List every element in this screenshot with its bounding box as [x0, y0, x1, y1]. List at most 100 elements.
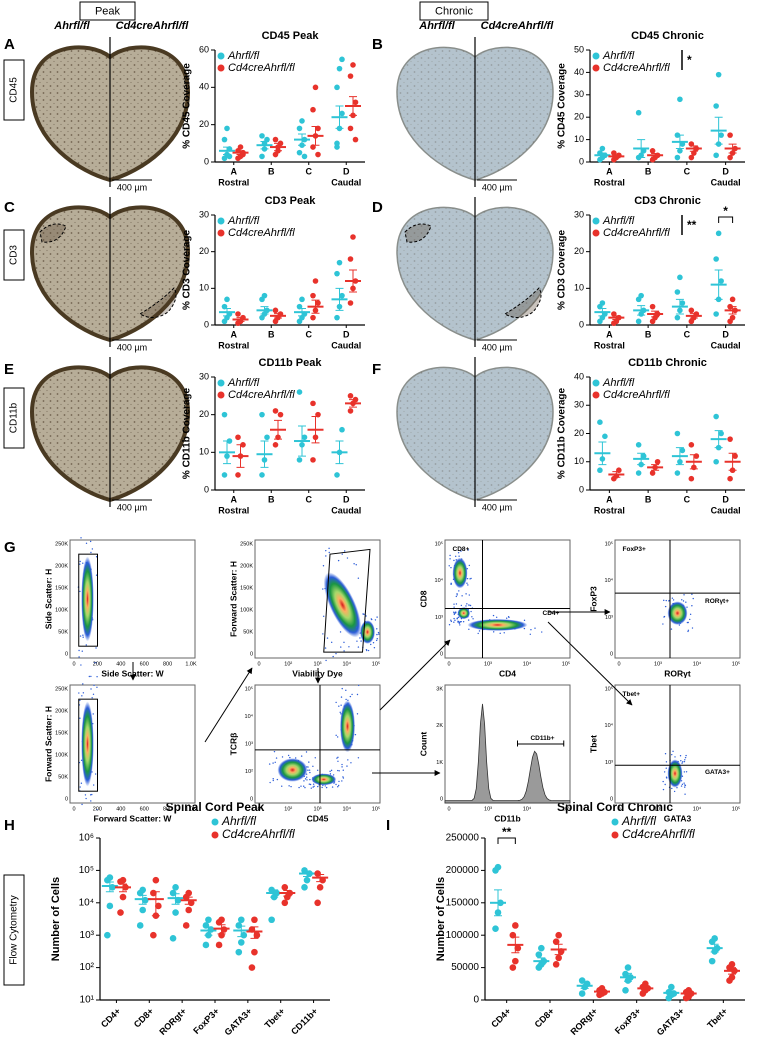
event-dot: [309, 778, 311, 781]
event-density: [667, 759, 683, 788]
event-dot: [456, 594, 458, 596]
flow-tick-label: 10³: [435, 615, 443, 621]
flow-tick-label: 600: [140, 806, 149, 812]
flow-tick-label: 1.0K: [185, 806, 197, 812]
scale-bar-label: 400 µm: [482, 502, 512, 512]
event-dot: [448, 624, 451, 626]
event-dot: [375, 639, 378, 642]
y-tick-label: 0: [204, 484, 209, 494]
event-dot: [314, 757, 316, 759]
x-tick-label: D: [343, 494, 350, 504]
event-dot: [81, 650, 83, 652]
data-point: [237, 144, 244, 150]
x-tick-label: GATA3+: [223, 1006, 254, 1037]
y-tick-label: 30: [574, 209, 584, 219]
data-point: [622, 970, 629, 978]
event-density: [467, 619, 528, 631]
data-point: [674, 430, 681, 437]
data-point: [718, 430, 724, 437]
event-dot: [90, 675, 92, 678]
event-dot: [337, 784, 340, 787]
y-tick-label: 10: [199, 447, 209, 457]
data-point: [259, 411, 265, 418]
event-dot: [335, 783, 337, 786]
flow-tick-label: 2K: [436, 723, 443, 729]
event-dot: [686, 606, 688, 608]
data-point: [215, 941, 223, 949]
event-dot: [312, 783, 315, 785]
event-dot: [692, 597, 694, 600]
data-point: [272, 307, 279, 314]
event-dot: [478, 630, 481, 632]
flow-tick-label: 800: [163, 661, 172, 667]
significance-label: **: [502, 825, 512, 839]
y-tick-label: 0: [204, 319, 209, 329]
event-dot: [671, 753, 673, 756]
legend-label: Cd4creAhrfl/fl: [222, 827, 295, 841]
event-dot: [684, 784, 687, 787]
data-point: [336, 65, 343, 72]
event-dot: [465, 593, 467, 595]
data-point: [718, 278, 724, 284]
y-tick-label: 10: [199, 283, 209, 293]
row-label-box: [3, 874, 25, 986]
event-dot: [343, 641, 345, 644]
event-dot: [80, 537, 82, 539]
event-dot: [79, 635, 82, 637]
event-dot: [91, 548, 94, 550]
flow-tick-label: 10²: [245, 769, 253, 775]
flow-tick-label: 10⁴: [343, 660, 352, 667]
event-dot: [339, 711, 341, 714]
event-density: [452, 557, 468, 589]
y-axis-label: Number of Cells: [50, 877, 62, 961]
data-point: [578, 977, 586, 984]
flow-tick-label: 200K: [240, 563, 253, 569]
flow-tick-label: 10⁵: [732, 805, 740, 812]
flow-tick-label: 0: [447, 806, 450, 812]
significance-bracket: [718, 216, 734, 223]
chart-title: Spinal Cord Peak: [166, 800, 265, 814]
event-dot: [93, 684, 95, 687]
event-dot: [276, 778, 279, 781]
flow-tick-label: 3K: [436, 686, 443, 692]
data-point: [649, 148, 656, 154]
event-dot: [691, 593, 693, 596]
event-dot: [335, 652, 337, 655]
event-dot: [326, 637, 329, 639]
x-tick-label: C: [306, 166, 313, 176]
genotype-label: Cd4creAhrfl/fl: [481, 20, 555, 32]
event-dot: [355, 627, 358, 629]
event-dot: [450, 582, 452, 584]
flow-tick-label: 10⁴: [693, 805, 702, 812]
event-dot: [82, 683, 84, 685]
event-dot: [453, 559, 455, 562]
data-point: [169, 935, 177, 942]
event-dot: [370, 643, 372, 646]
x-tick-label: B: [645, 494, 652, 504]
data-point: [552, 961, 560, 968]
flow-tick-label: 0: [250, 796, 253, 802]
data-point: [350, 234, 356, 240]
chart-title: CD3 Chronic: [634, 195, 701, 207]
event-dot: [349, 695, 352, 698]
y-tick-label: 10¹: [80, 995, 95, 1006]
panel-letter: D: [372, 199, 383, 216]
y-axis-label: % CD45 Coverage: [557, 63, 568, 149]
event-dot: [322, 565, 325, 567]
event-dot: [351, 693, 353, 696]
event-dot: [310, 787, 312, 789]
event-dot: [362, 613, 365, 615]
legend-marker: [592, 379, 600, 387]
data-point: [674, 470, 681, 476]
event-dot: [499, 632, 501, 635]
event-dot: [322, 588, 324, 590]
event-dot: [325, 549, 327, 552]
flow-tick-label: 10⁴: [523, 805, 532, 812]
data-point: [616, 467, 622, 474]
data-point: [674, 314, 681, 321]
event-density: [81, 556, 94, 642]
event-dot: [448, 565, 450, 567]
panel-letter: I: [386, 817, 390, 834]
event-dot: [78, 692, 80, 694]
event-dot: [666, 777, 668, 779]
